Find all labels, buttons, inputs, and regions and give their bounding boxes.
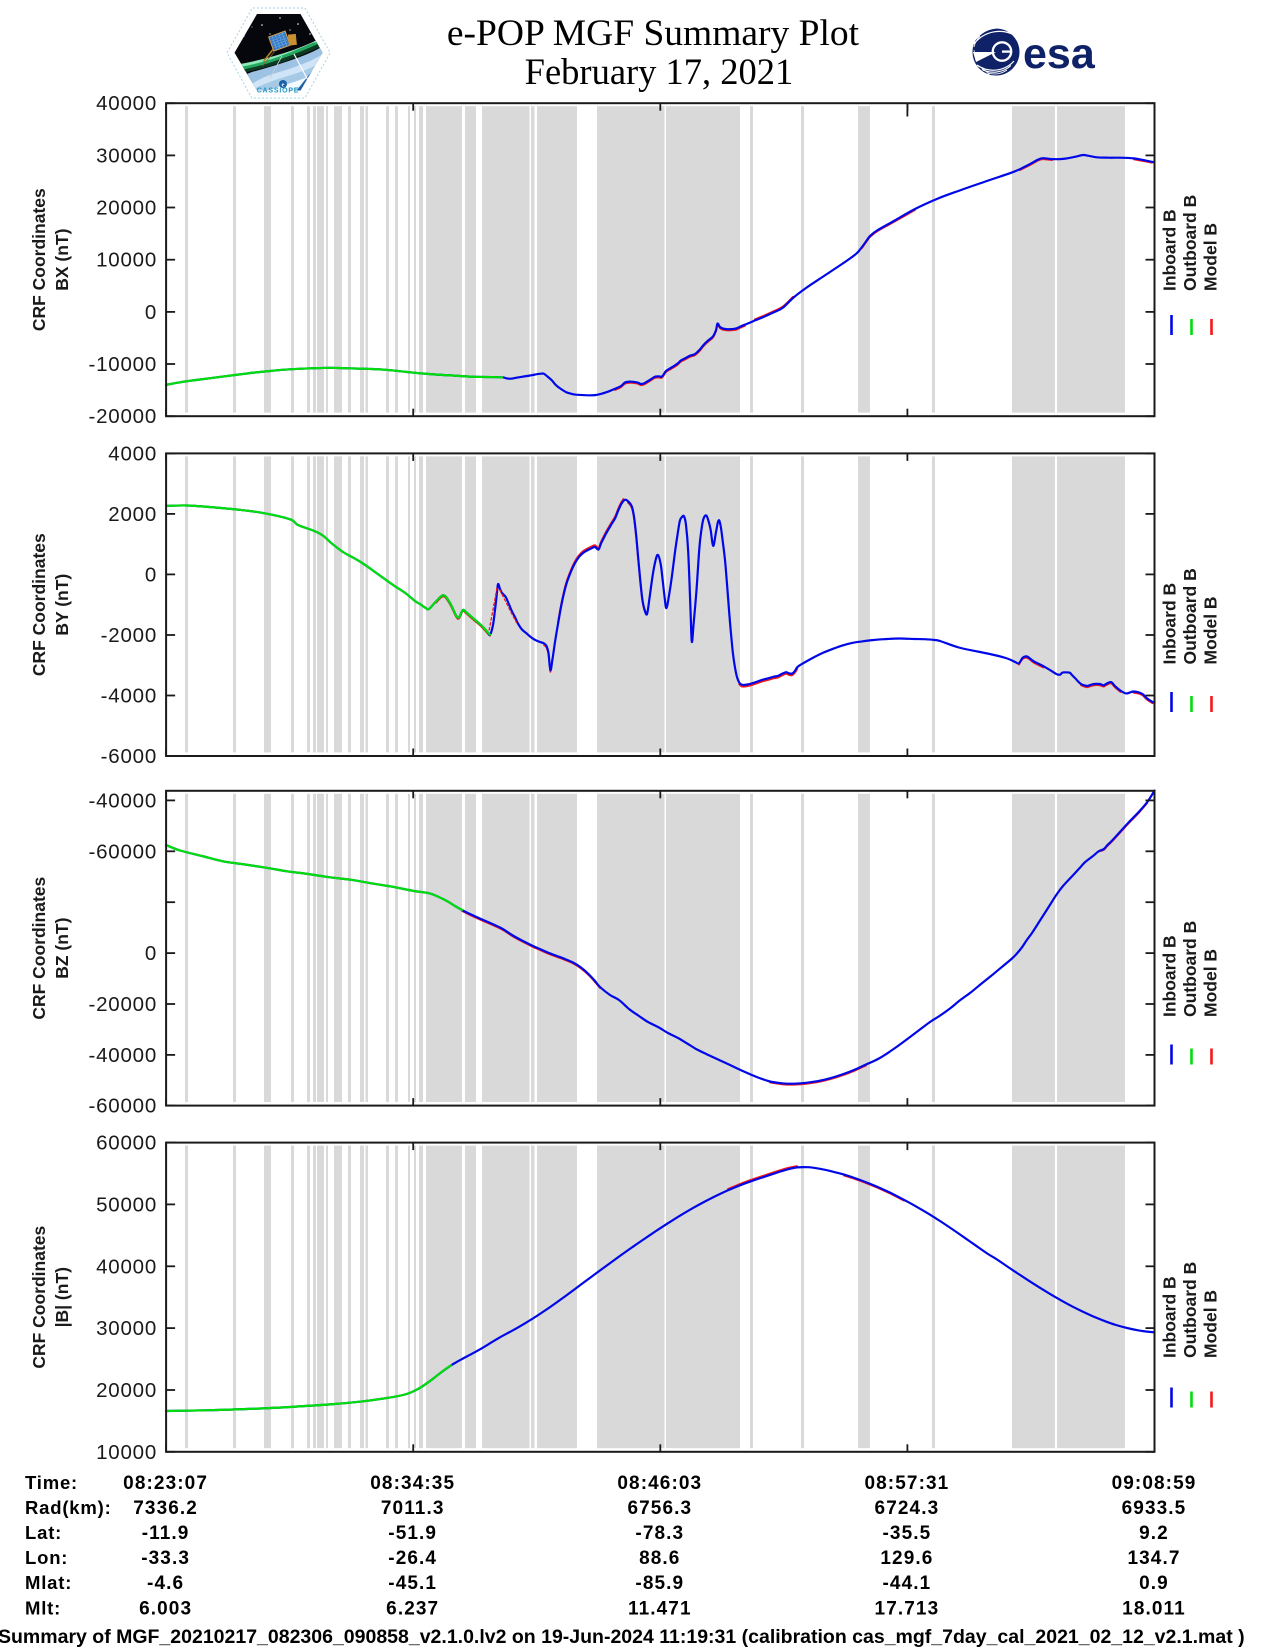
svg-text:Inboard B: Inboard B <box>1160 209 1180 291</box>
svg-text:6756.3: 6756.3 <box>627 1498 692 1519</box>
svg-text:20000: 20000 <box>96 197 157 220</box>
svg-text:Rad(km):: Rad(km): <box>25 1497 112 1518</box>
svg-text:-40000: -40000 <box>88 1044 157 1067</box>
svg-text:Inboard B: Inboard B <box>1160 583 1180 665</box>
svg-text:-44.1: -44.1 <box>882 1573 931 1594</box>
svg-text:08:23:07: 08:23:07 <box>123 1473 208 1494</box>
svg-text:18.011: 18.011 <box>1122 1598 1186 1619</box>
svg-text:0: 0 <box>145 301 157 324</box>
svg-text:-26.4: -26.4 <box>388 1548 437 1569</box>
svg-text:4000: 4000 <box>108 442 157 465</box>
svg-text:Outboard B: Outboard B <box>1180 1262 1200 1358</box>
svg-text:Model B: Model B <box>1201 1290 1221 1358</box>
svg-text:30000: 30000 <box>96 1317 157 1340</box>
svg-text:Lon:: Lon: <box>25 1547 68 1568</box>
svg-text:-20000: -20000 <box>88 405 157 428</box>
svg-text:BZ (nT): BZ (nT) <box>52 918 72 979</box>
svg-text:0: 0 <box>145 563 157 586</box>
svg-text:-78.3: -78.3 <box>635 1523 684 1544</box>
svg-text:17.713: 17.713 <box>875 1598 940 1619</box>
svg-text:-60000: -60000 <box>88 1095 157 1118</box>
svg-text:-33.3: -33.3 <box>141 1548 190 1569</box>
svg-text:esa: esa <box>1023 30 1096 78</box>
svg-text:6724.3: 6724.3 <box>875 1498 940 1519</box>
svg-text:February 17, 2021: February 17, 2021 <box>525 51 794 92</box>
svg-text:e-POP MGF Summary Plot: e-POP MGF Summary Plot <box>447 13 860 54</box>
svg-text:11.471: 11.471 <box>628 1598 692 1619</box>
svg-text:Summary of MGF_20210217_082306: Summary of MGF_20210217_082306_090858_v2… <box>0 1626 1245 1648</box>
svg-text:-4.6: -4.6 <box>147 1573 184 1594</box>
svg-text:9.2: 9.2 <box>1139 1523 1169 1544</box>
svg-text:09:08:59: 09:08:59 <box>1112 1473 1197 1494</box>
svg-text:CRF Coordinates: CRF Coordinates <box>29 188 49 331</box>
svg-text:2000: 2000 <box>108 503 157 526</box>
svg-text:Time:: Time: <box>25 1472 78 1493</box>
svg-text:BY (nT): BY (nT) <box>52 574 72 636</box>
svg-text:Outboard B: Outboard B <box>1180 195 1200 291</box>
svg-text:-45.1: -45.1 <box>388 1573 437 1594</box>
svg-text:-11.9: -11.9 <box>142 1523 190 1544</box>
svg-text:88.6: 88.6 <box>639 1548 680 1569</box>
svg-text:40000: 40000 <box>96 1255 157 1278</box>
svg-text:-60000: -60000 <box>88 840 157 863</box>
svg-text:08:46:03: 08:46:03 <box>617 1473 702 1494</box>
svg-text:0.9: 0.9 <box>1139 1573 1169 1594</box>
svg-text:-20000: -20000 <box>88 993 157 1016</box>
svg-text:6.237: 6.237 <box>386 1598 439 1619</box>
svg-text:60000: 60000 <box>96 1132 157 1155</box>
svg-text:e: e <box>282 82 285 89</box>
svg-text:Outboard B: Outboard B <box>1180 568 1200 664</box>
svg-text:-10000: -10000 <box>88 353 157 376</box>
svg-text:Model B: Model B <box>1201 949 1221 1017</box>
svg-text:08:57:31: 08:57:31 <box>864 1473 949 1494</box>
svg-text:0: 0 <box>145 942 157 965</box>
svg-text:BX (nT): BX (nT) <box>52 229 72 291</box>
svg-text:10000: 10000 <box>96 1441 157 1464</box>
svg-text:Mlt:: Mlt: <box>25 1597 61 1618</box>
svg-text:-35.5: -35.5 <box>882 1523 931 1544</box>
svg-text:6933.5: 6933.5 <box>1122 1498 1187 1519</box>
svg-text:-51.9: -51.9 <box>388 1523 437 1544</box>
svg-text:-6000: -6000 <box>101 745 157 768</box>
svg-text:CRF Coordinates: CRF Coordinates <box>29 1225 49 1368</box>
svg-text:-85.9: -85.9 <box>635 1573 684 1594</box>
svg-text:10000: 10000 <box>96 249 157 272</box>
svg-text:-40000: -40000 <box>88 789 157 812</box>
svg-text:Inboard B: Inboard B <box>1160 1276 1180 1358</box>
svg-text:|B| (nT): |B| (nT) <box>52 1267 72 1327</box>
svg-text:129.6: 129.6 <box>880 1548 933 1569</box>
svg-text:Inboard B: Inboard B <box>1160 935 1180 1017</box>
svg-text:20000: 20000 <box>96 1379 157 1402</box>
svg-text:40000: 40000 <box>96 92 157 115</box>
svg-text:CASSIOPE: CASSIOPE <box>257 88 300 95</box>
svg-text:-2000: -2000 <box>101 624 157 647</box>
svg-text:50000: 50000 <box>96 1193 157 1216</box>
svg-text:Model B: Model B <box>1201 596 1221 664</box>
svg-text:08:34:35: 08:34:35 <box>370 1473 455 1494</box>
svg-text:-4000: -4000 <box>101 685 157 708</box>
svg-text:CRF Coordinates: CRF Coordinates <box>29 533 49 676</box>
svg-text:30000: 30000 <box>96 144 157 167</box>
svg-text:Lat:: Lat: <box>25 1522 62 1543</box>
svg-text:Mlat:: Mlat: <box>25 1572 72 1593</box>
svg-text:CRF Coordinates: CRF Coordinates <box>29 876 49 1019</box>
svg-text:7336.2: 7336.2 <box>133 1498 198 1519</box>
svg-text:Model B: Model B <box>1201 223 1221 291</box>
svg-text:6.003: 6.003 <box>139 1598 192 1619</box>
svg-text:134.7: 134.7 <box>1127 1548 1180 1569</box>
svg-text:7011.3: 7011.3 <box>381 1498 445 1519</box>
svg-text:Outboard B: Outboard B <box>1180 921 1200 1017</box>
